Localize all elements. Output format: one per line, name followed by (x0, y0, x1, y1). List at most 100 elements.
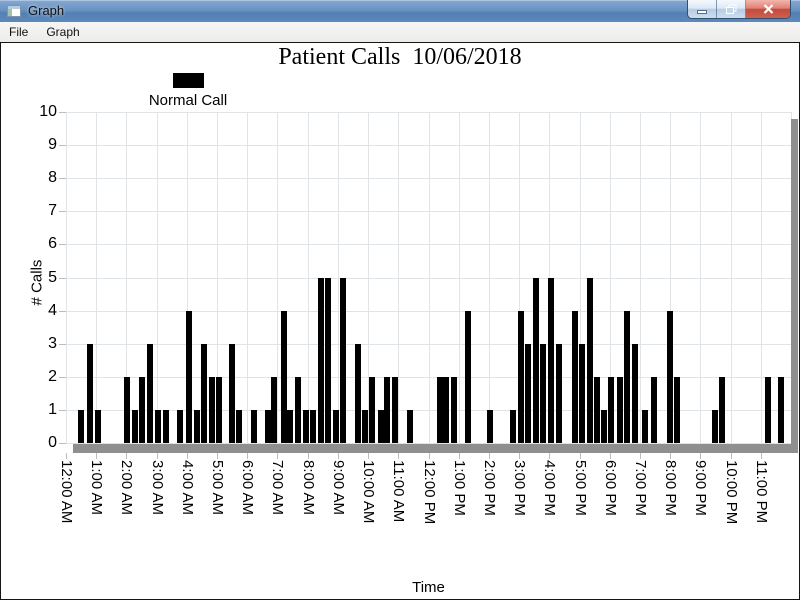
gridline-vertical (730, 112, 732, 443)
minimize-icon (697, 9, 707, 14)
x-tick-label: 5:00 AM (209, 460, 227, 516)
gridline-vertical (488, 112, 490, 443)
bar (264, 409, 271, 443)
menu-bar: File Graph (0, 22, 800, 42)
bar (631, 343, 638, 443)
x-axis-tick (519, 453, 521, 459)
restore-button[interactable] (717, 0, 746, 18)
y-axis-tick (59, 178, 66, 180)
gridline-vertical (519, 112, 521, 443)
bar (215, 376, 222, 443)
gridline-vertical (277, 112, 279, 443)
y-axis-tick (59, 376, 66, 378)
x-tick-label: 6:00 PM (601, 460, 619, 516)
bar (286, 409, 293, 443)
x-axis-tick (398, 453, 400, 459)
x-axis-tick (337, 453, 339, 459)
bar (651, 376, 658, 443)
x-tick-label: 8:00 AM (299, 460, 317, 516)
bar (436, 376, 443, 443)
x-tick-label: 8:00 PM (662, 460, 680, 516)
bar (162, 409, 169, 443)
y-tick-label: 6 (48, 235, 57, 253)
x-axis-tick (700, 453, 702, 459)
legend-swatch-normal-call (172, 73, 204, 88)
bar (518, 310, 525, 443)
bar (594, 376, 601, 443)
y-axis-tick (59, 310, 66, 312)
gridline-vertical (428, 112, 430, 443)
y-tick-label: 7 (48, 202, 57, 220)
gridline-vertical (307, 112, 309, 443)
x-axis-tick (307, 453, 309, 459)
gridline-vertical (579, 112, 581, 443)
x-tick-label: 5:00 PM (571, 460, 589, 516)
bar (333, 409, 340, 443)
bar (185, 310, 192, 443)
bar (154, 409, 161, 443)
x-axis-tick (760, 453, 762, 459)
menu-item-file[interactable]: File (9, 25, 29, 39)
x-tick-label: 2:00 PM (480, 460, 498, 516)
plot-shadow-right (791, 119, 798, 453)
bar (451, 376, 458, 443)
x-axis-tick (730, 453, 732, 459)
menu-item-graph[interactable]: Graph (46, 25, 80, 39)
gridline-vertical (96, 112, 98, 443)
x-tick-label: 4:00 AM (178, 460, 196, 516)
gridline-vertical (398, 112, 400, 443)
bar (641, 409, 648, 443)
y-axis-tick (59, 343, 66, 345)
minimize-button[interactable] (688, 0, 717, 18)
y-tick-label: 1 (48, 400, 57, 418)
x-tick-label: 4:00 PM (541, 460, 559, 516)
x-tick-label: 11:00 AM (390, 460, 408, 523)
gridline-vertical (458, 112, 460, 443)
legend: Normal Call (144, 73, 232, 109)
x-tick-label: 3:00 PM (511, 460, 529, 516)
window-title: Graph (28, 3, 65, 18)
x-axis-tick (458, 453, 460, 459)
close-button[interactable] (746, 0, 790, 18)
bar (548, 277, 555, 443)
bar (361, 409, 368, 443)
y-tick-label: 9 (48, 136, 57, 154)
gridline-vertical (368, 112, 370, 443)
bar (209, 376, 215, 443)
y-axis-tick (59, 211, 66, 213)
y-axis-tick (59, 244, 66, 246)
x-axis-tick (428, 453, 430, 459)
bar (309, 409, 316, 443)
bar (407, 409, 414, 443)
x-axis-tick (488, 453, 490, 459)
gridline-vertical (609, 112, 611, 443)
bar (317, 277, 324, 443)
bar (200, 343, 207, 443)
bar (601, 409, 608, 443)
title-bar[interactable]: Graph (0, 0, 800, 22)
x-tick-label: 10:00 AM (360, 460, 378, 524)
bar (147, 343, 154, 443)
x-axis-tick (277, 453, 279, 459)
x-axis-tick (217, 453, 219, 459)
gridline-vertical (670, 112, 672, 443)
gridline-vertical (186, 112, 188, 443)
x-tick-label: 11:00 PM (752, 460, 770, 524)
gridline-vertical (337, 112, 339, 443)
bar (392, 376, 399, 443)
gridline-vertical (156, 112, 158, 443)
restore-icon (725, 4, 736, 14)
x-axis-tick (156, 453, 158, 459)
x-axis-tick (368, 453, 370, 459)
y-axis-tick (59, 112, 66, 113)
x-tick-label: 9:00 PM (692, 460, 710, 516)
bar (487, 409, 494, 443)
gridline-vertical (126, 112, 128, 443)
bar (294, 376, 301, 443)
y-axis-title: # Calls (28, 259, 46, 306)
y-axis-tick (59, 145, 66, 147)
x-tick-label: 1:00 AM (88, 460, 106, 516)
bar (377, 409, 384, 443)
bar (533, 277, 540, 443)
y-axis-tick (59, 409, 66, 411)
